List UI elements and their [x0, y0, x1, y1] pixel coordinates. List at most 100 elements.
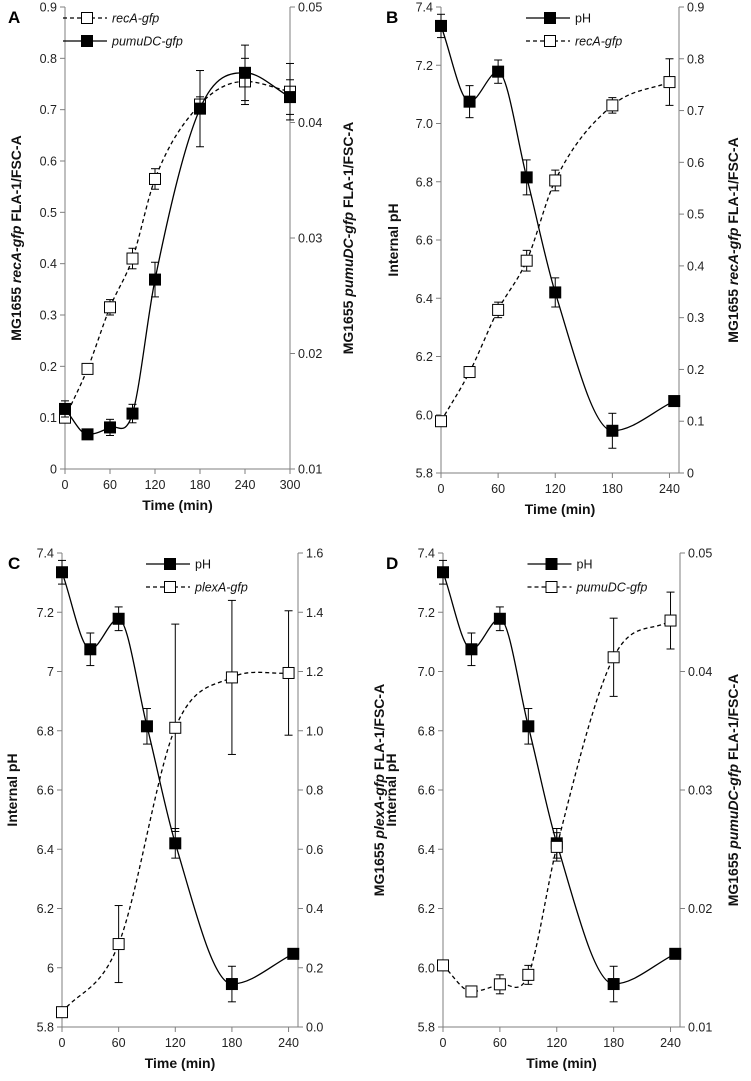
left-tick-label: 5.8 [418, 1021, 435, 1035]
data-point [664, 614, 677, 627]
right-axis-label-part: MG1655 [371, 839, 387, 897]
data-point [225, 978, 238, 991]
legend-marker [545, 581, 558, 593]
panel-c: C 5.8 6 6.2 6.4 6.6 6.8 7 7.2 7.4 0.0 0.2 0.4 0.6 0.8 1… [4, 547, 387, 1072]
right-tick-label: 1.2 [306, 665, 323, 679]
right-axis-label-part: MG1655 [725, 285, 741, 343]
panel-letter: C [8, 554, 20, 573]
series-line [442, 619, 671, 993]
data-point [435, 415, 447, 428]
right-axis-label: MG1655 plexA-gfp FLA-1/FSC-A [371, 684, 387, 896]
right-tick-label: 0.03 [298, 232, 322, 246]
right-tick-label: 0.0 [306, 1021, 323, 1035]
legend-marker [164, 558, 176, 570]
data-point [465, 985, 478, 998]
right-tick-label: 0.1 [687, 415, 704, 429]
series-line [64, 72, 291, 436]
data-point [140, 720, 153, 733]
right-axis-label-part: FLA-1/FSC-A [340, 122, 356, 212]
right-tick-label: 0.02 [688, 902, 712, 916]
series-ph [435, 13, 681, 449]
left-tick-label: 0 [50, 463, 57, 477]
legend-label: pumuDC-gfp [576, 581, 648, 595]
right-tick-label: 0.01 [688, 1021, 712, 1035]
data-point [607, 978, 620, 991]
right-axis-label-part: MG1655 [340, 297, 356, 355]
data-point [239, 66, 251, 79]
legend-marker [81, 35, 93, 47]
right-tick-label: 0.2 [306, 961, 323, 975]
data-point [465, 643, 478, 656]
left-tick-label: 0.5 [40, 206, 57, 220]
x-tick-label: 240 [660, 1036, 681, 1050]
right-tick-label: 0.8 [687, 52, 704, 66]
series-line [64, 80, 291, 418]
left-axis-label: Internal pH [385, 203, 401, 276]
left-axis-label: MG1655 recA-gfp FLA-1/FSC-A [8, 135, 24, 340]
right-tick-label: 0.02 [298, 347, 322, 361]
data-point [287, 947, 300, 960]
data-point [437, 959, 449, 972]
data-point [81, 428, 94, 441]
legend-marker [544, 12, 556, 24]
series-line [61, 572, 294, 985]
left-tick-label: 0.9 [40, 1, 57, 15]
data-point [437, 566, 449, 579]
left-tick-label: 0.1 [40, 411, 57, 425]
left-tick-label: 0.8 [40, 52, 57, 66]
left-tick-label: 6.8 [37, 724, 54, 738]
data-point [194, 102, 206, 115]
left-axis-label-part: recA-gfp [8, 225, 24, 283]
left-tick-label: 7.4 [416, 1, 433, 15]
left-tick-label: 7.4 [418, 547, 435, 561]
left-axis-label: Internal pH [4, 753, 20, 826]
left-tick-label: 6.2 [418, 902, 435, 916]
legend-marker [545, 558, 558, 570]
right-tick-label: 0.01 [298, 463, 322, 477]
right-tick-label: 0.04 [688, 665, 712, 679]
left-tick-label: 6.6 [37, 784, 54, 798]
series-line [440, 25, 675, 432]
left-tick-label: 7.0 [416, 117, 433, 131]
data-point [84, 643, 97, 656]
x-axis-label: Time (min) [145, 1055, 216, 1071]
x-tick-label: 240 [659, 482, 680, 496]
left-tick-label: 6.8 [418, 724, 435, 738]
right-tick-label: 0.5 [687, 208, 704, 222]
left-axis-label-part: Internal pH [385, 203, 401, 276]
data-point [663, 76, 676, 89]
right-axis-label-part: MG1655 [725, 849, 741, 907]
left-tick-label: 7.2 [37, 606, 54, 620]
right-tick-label: 0.05 [688, 547, 712, 561]
data-point [282, 666, 295, 679]
data-point [112, 938, 125, 951]
series-pumudc-gfp [437, 591, 677, 998]
left-tick-label: 6.8 [416, 175, 433, 189]
right-tick-label: 0.05 [298, 1, 322, 15]
right-tick-label: 0.4 [687, 259, 704, 273]
x-tick-label: 120 [165, 1036, 186, 1050]
x-tick-label: 0 [440, 1036, 447, 1050]
panel-letter: B [386, 8, 398, 27]
left-axis-label-part: FLA-1/FSC-A [8, 135, 24, 225]
panel-letter: A [8, 8, 20, 27]
left-axis-label: Internal pH [383, 753, 399, 826]
left-tick-label: 7.4 [37, 547, 54, 561]
data-point [606, 99, 619, 112]
right-tick-label: 0.7 [687, 104, 704, 118]
right-tick-label: 0.3 [687, 311, 704, 325]
data-point [520, 171, 533, 184]
left-tick-label: 7.0 [418, 665, 435, 679]
right-tick-label: 0.6 [306, 843, 323, 857]
right-axis-label-part: recA-gfp [725, 227, 741, 285]
legend-label: pH [195, 558, 211, 572]
series-line [442, 572, 676, 985]
data-point [169, 837, 182, 850]
left-axis-label-part: Internal pH [383, 753, 399, 826]
legend-label: pH [575, 12, 591, 26]
data-point [81, 362, 94, 375]
left-tick-label: 7 [47, 665, 54, 679]
data-point [56, 1006, 68, 1019]
right-tick-label: 1.4 [306, 606, 323, 620]
left-axis-label-part: Internal pH [4, 753, 20, 826]
